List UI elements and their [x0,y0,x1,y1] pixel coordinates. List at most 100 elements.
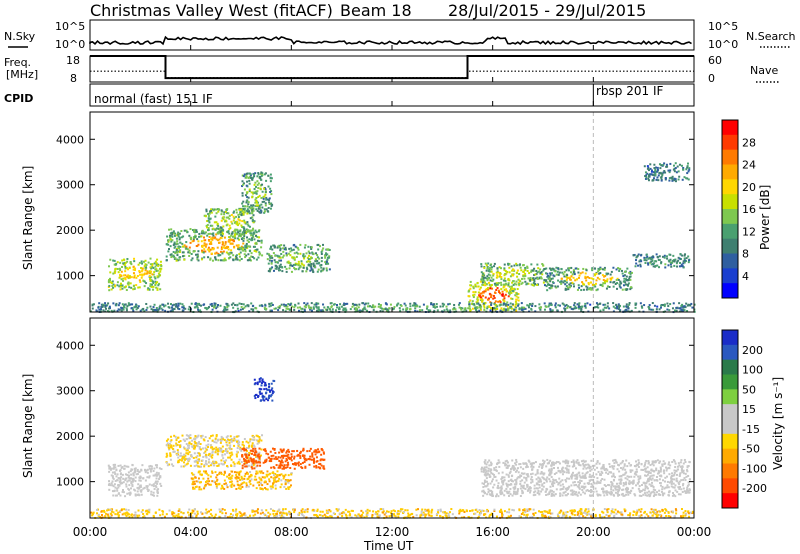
velocity-cell [642,468,645,471]
velocity-cell [591,484,594,487]
power-cell [299,252,302,255]
power-cell [229,239,232,242]
velocity-cell [270,460,273,463]
power-cell [660,164,663,167]
power-cell [615,303,618,306]
power-cell [210,208,213,211]
velocity-cell [487,482,490,485]
power-cell [324,308,327,311]
power-cell [263,306,266,309]
power-cell [560,267,563,270]
power-cell [672,302,675,305]
velocity-cell [247,460,250,463]
velocity-cell [260,448,263,451]
velocity-cell [219,440,222,443]
power-cell [520,269,523,272]
velocity-cell [260,388,263,391]
power-cell [361,309,364,312]
colorbar-swatch [722,268,738,284]
velocity-cell [673,478,676,481]
power-cell [665,255,668,258]
power-cell [188,254,191,257]
power-cell [575,278,578,281]
velocity-cell [282,448,285,451]
velocity-cell [132,478,135,481]
power-cell [208,217,211,220]
power-cell [309,308,312,311]
power-cell [244,221,247,224]
power-cell [145,302,148,305]
power-cell [241,237,244,240]
power-cell [304,244,307,247]
power-cell [395,304,398,307]
power-cell [310,246,313,249]
velocity-cell [282,456,285,459]
power-cell [503,307,506,310]
velocity-cell [188,444,191,447]
power-cell [151,273,154,276]
power-cell [227,304,230,307]
power-cell [198,232,201,235]
power-cell [551,272,554,275]
power-cell [625,275,628,278]
velocity-cell [249,438,252,441]
power-cell [320,260,323,263]
power-cell [492,307,495,310]
velocity-cell [261,434,264,437]
power-cell [144,266,147,269]
power-cell [215,221,218,224]
power-cell [498,274,501,277]
power-cell [173,303,176,306]
power-cell [636,255,639,258]
power-cell [160,307,163,310]
power-cell [676,306,679,309]
power-cell [510,289,513,292]
power-cell [316,256,319,259]
power-cell [549,308,552,311]
velocity-cell [651,484,654,487]
power-cell [249,258,252,261]
velocity-cell [656,491,659,494]
power-cell [281,266,284,269]
velocity-cell [229,435,232,438]
power-cell [553,269,556,272]
velocity-cell [590,482,593,485]
power-cell [492,274,495,277]
power-cell [566,286,569,289]
velocity-cell [573,464,576,467]
power-cell [624,270,627,273]
power-cell [138,279,141,282]
power-cell [650,169,653,172]
velocity-cell [514,479,517,482]
velocity-cell [624,477,627,480]
velocity-cell [227,456,230,459]
power-cell [338,306,341,309]
power-cell [580,310,583,313]
power-cell [150,308,153,311]
power-cell [197,240,200,243]
velocity-cell [250,459,253,462]
power-cell [211,308,214,311]
power-cell [635,259,638,262]
power-cell [557,304,560,307]
power-cell [457,303,460,306]
velocity-cell [664,466,667,469]
velocity-cell [294,463,297,466]
power-cell [159,270,162,273]
power-cell [178,258,181,261]
power-cell [673,170,676,173]
power-cell [233,210,236,213]
power-cell [173,242,176,245]
velocity-cell [664,476,667,479]
power-cell [169,232,172,235]
velocity-cell [626,465,629,468]
power-cell [662,303,665,306]
power-cell [121,259,124,262]
power-cell [656,168,659,171]
power-cell [247,305,250,308]
power-cell [197,250,200,253]
velocity-cell [287,453,290,456]
power-cell [232,215,235,218]
power-cell [443,303,446,306]
velocity-cell [228,473,231,476]
